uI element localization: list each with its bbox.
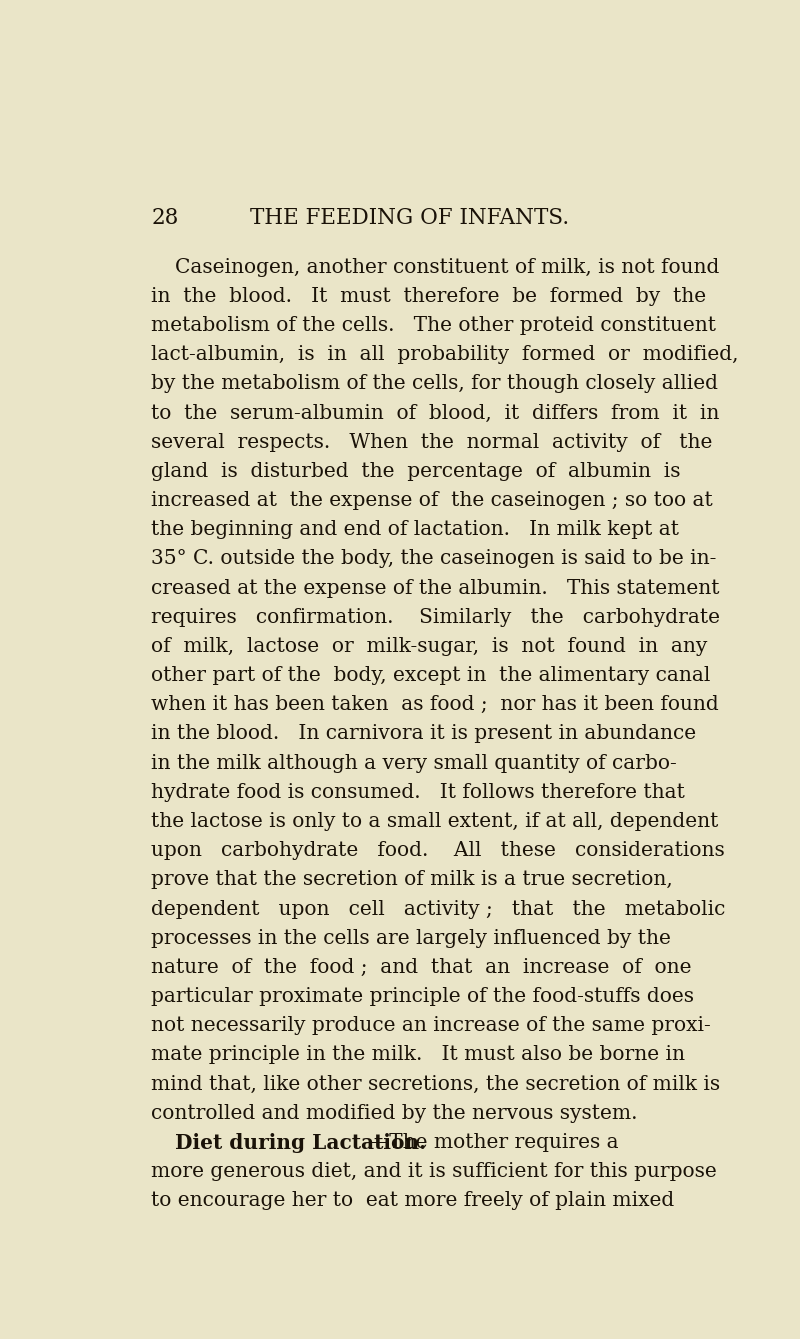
Text: in  the  blood.   It  must  therefore  be  formed  by  the: in the blood. It must therefore be forme… xyxy=(151,287,706,305)
Text: more generous diet, and it is sufficient for this purpose: more generous diet, and it is sufficient… xyxy=(151,1162,717,1181)
Text: of  milk,  lactose  or  milk-sugar,  is  not  found  in  any: of milk, lactose or milk-sugar, is not f… xyxy=(151,637,707,656)
Text: the beginning and end of lactation.   In milk kept at: the beginning and end of lactation. In m… xyxy=(151,520,679,540)
Text: Diet during Lactation.: Diet during Lactation. xyxy=(174,1133,426,1153)
Text: requires   confirmation.    Similarly   the   carbohydrate: requires confirmation. Similarly the car… xyxy=(151,608,720,627)
Text: mind that, like other secretions, the secretion of milk is: mind that, like other secretions, the se… xyxy=(151,1075,720,1094)
Text: the lactose is only to a small extent, if at all, dependent: the lactose is only to a small extent, i… xyxy=(151,811,718,832)
Text: nature  of  the  food ;  and  that  an  increase  of  one: nature of the food ; and that an increas… xyxy=(151,957,692,977)
Text: to encourage her to  eat more freely of plain mixed: to encourage her to eat more freely of p… xyxy=(151,1192,674,1210)
Text: other part of the  body, except in  the alimentary canal: other part of the body, except in the al… xyxy=(151,665,710,686)
Text: Caseinogen, another constituent of milk, is not found: Caseinogen, another constituent of milk,… xyxy=(174,257,719,277)
Text: not necessarily produce an increase of the same proxi-: not necessarily produce an increase of t… xyxy=(151,1016,711,1035)
Text: controlled and modified by the nervous system.: controlled and modified by the nervous s… xyxy=(151,1103,638,1123)
Text: when it has been taken  as food ;  nor has it been found: when it has been taken as food ; nor has… xyxy=(151,695,719,714)
Text: processes in the cells are largely influenced by the: processes in the cells are largely influ… xyxy=(151,929,671,948)
Text: metabolism of the cells.   The other proteid constituent: metabolism of the cells. The other prote… xyxy=(151,316,716,335)
Text: upon   carbohydrate   food.    All   these   considerations: upon carbohydrate food. All these consid… xyxy=(151,841,725,860)
Text: mate principle in the milk.   It must also be borne in: mate principle in the milk. It must also… xyxy=(151,1046,685,1065)
Text: lact-albumin,  is  in  all  probability  formed  or  modified,: lact-albumin, is in all probability form… xyxy=(151,345,738,364)
Text: prove that the secretion of milk is a true secretion,: prove that the secretion of milk is a tr… xyxy=(151,870,673,889)
Text: —The mother requires a: —The mother requires a xyxy=(370,1133,619,1152)
Text: 28: 28 xyxy=(151,208,178,229)
Text: to  the  serum-albumin  of  blood,  it  differs  from  it  in: to the serum-albumin of blood, it differ… xyxy=(151,403,719,423)
Text: by the metabolism of the cells, for though closely allied: by the metabolism of the cells, for thou… xyxy=(151,375,718,394)
Text: 35° C. outside the body, the caseinogen is said to be in-: 35° C. outside the body, the caseinogen … xyxy=(151,549,717,568)
Text: hydrate food is consumed.   It follows therefore that: hydrate food is consumed. It follows the… xyxy=(151,783,685,802)
Text: in the blood.   In carnivora it is present in abundance: in the blood. In carnivora it is present… xyxy=(151,724,696,743)
Text: dependent   upon   cell   activity ;   that   the   metabolic: dependent upon cell activity ; that the … xyxy=(151,900,726,919)
Text: particular proximate principle of the food-stuffs does: particular proximate principle of the fo… xyxy=(151,987,694,1006)
Text: gland  is  disturbed  the  percentage  of  albumin  is: gland is disturbed the percentage of alb… xyxy=(151,462,681,481)
Text: in the milk although a very small quantity of carbo-: in the milk although a very small quanti… xyxy=(151,754,677,773)
Text: THE FEEDING OF INFANTS.: THE FEEDING OF INFANTS. xyxy=(250,208,570,229)
Text: increased at  the expense of  the caseinogen ; so too at: increased at the expense of the caseinog… xyxy=(151,491,713,510)
Text: several  respects.   When  the  normal  activity  of   the: several respects. When the normal activi… xyxy=(151,432,713,451)
Text: creased at the expense of the albumin.   This statement: creased at the expense of the albumin. T… xyxy=(151,578,720,597)
